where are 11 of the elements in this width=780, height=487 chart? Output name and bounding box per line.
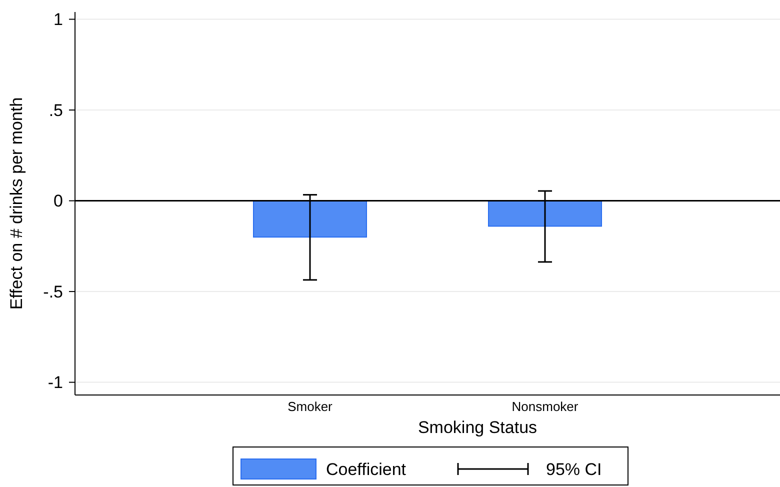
x-tick-label: Nonsmoker	[512, 399, 579, 414]
y-tick-label: -1	[48, 373, 63, 392]
text: 95% CI	[546, 460, 602, 479]
y-tick-label: -.5	[43, 282, 63, 302]
y-tick-label: 0	[54, 192, 63, 211]
y-axis-title: Effect on # drinks per month	[7, 97, 26, 310]
y-tick-label: 1	[54, 10, 63, 30]
x-tick-label: Smoker	[288, 399, 334, 414]
legend-label: Coefficient	[326, 460, 406, 479]
x-axis-title: Smoking Status	[418, 418, 538, 437]
y-tick-label: .5	[48, 100, 63, 120]
